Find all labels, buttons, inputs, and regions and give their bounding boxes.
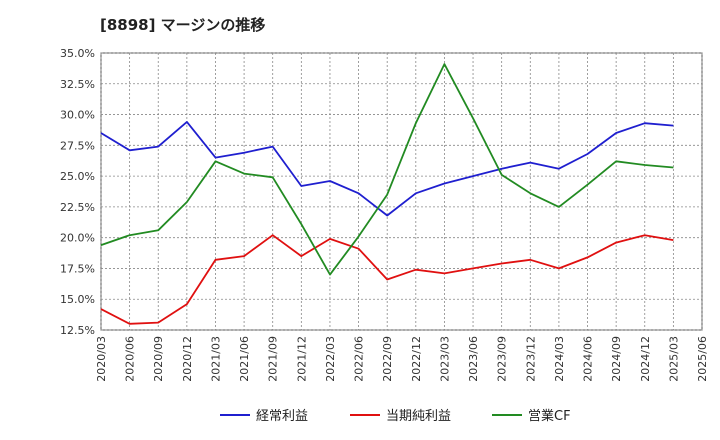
y-tick-label: 20.0% <box>60 232 95 245</box>
x-tick-label: 2020/12 <box>181 336 194 382</box>
legend-label: 当期純利益 <box>386 409 451 424</box>
plot-area <box>100 52 703 331</box>
x-axis: 2020/03 2020/06 2020/09 2020/12 2021/03 2021/… <box>95 336 709 382</box>
x-tick-label: 2020/03 <box>95 336 108 382</box>
series-line-3 <box>100 63 674 276</box>
x-tick-label: 2020/09 <box>152 336 165 382</box>
series-line-2 <box>100 234 674 325</box>
x-tick-label: 2021/09 <box>267 336 280 382</box>
x-tick-label: 2025/06 <box>696 336 709 382</box>
x-tick-label: 2023/09 <box>496 336 509 382</box>
chart-title: [8898] マージンの推移 <box>100 16 266 34</box>
x-tick-label: 2024/09 <box>610 336 623 382</box>
x-tick-label: 2020/06 <box>124 336 137 382</box>
x-tick-label: 2023/03 <box>438 336 451 382</box>
x-tick-label: 2021/06 <box>238 336 251 382</box>
x-tick-label: 2024/12 <box>639 336 652 382</box>
x-tick-label: 2021/12 <box>295 336 308 382</box>
x-tick-label: 2021/03 <box>209 336 222 382</box>
x-tick-label: 2022/09 <box>381 336 394 382</box>
y-tick-label: 17.5% <box>60 262 95 275</box>
legend: 経常利益 当期純利益 営業CF <box>220 408 571 424</box>
x-tick-label: 2022/12 <box>410 336 423 382</box>
legend-label: 経常利益 <box>256 409 308 424</box>
series-line-1 <box>100 121 674 217</box>
y-tick-label: 32.5% <box>60 78 95 91</box>
plot-frame <box>100 52 703 331</box>
y-axis: 12.5% 15.0% 17.5% 20.0% 22.5% 25.0% 27.5% 30.0%… <box>60 47 95 337</box>
y-tick-label: 35.0% <box>60 47 95 60</box>
x-tick-label: 2023/12 <box>524 336 537 382</box>
y-tick-label: 12.5% <box>60 324 95 337</box>
y-tick-label: 15.0% <box>60 293 95 306</box>
y-tick-label: 22.5% <box>60 201 95 214</box>
gridlines <box>100 52 703 331</box>
x-tick-label: 2024/06 <box>582 336 595 382</box>
y-tick-label: 30.0% <box>60 109 95 122</box>
x-tick-label: 2024/03 <box>553 336 566 382</box>
y-tick-label: 25.0% <box>60 170 95 183</box>
y-tick-label: 27.5% <box>60 139 95 152</box>
x-tick-label: 2023/06 <box>467 336 480 382</box>
series-lines <box>100 63 674 325</box>
x-tick-label: 2022/06 <box>353 336 366 382</box>
legend-label: 営業CF <box>528 408 571 424</box>
x-tick-label: 2025/03 <box>667 336 680 382</box>
x-tick-label: 2022/03 <box>324 336 337 382</box>
